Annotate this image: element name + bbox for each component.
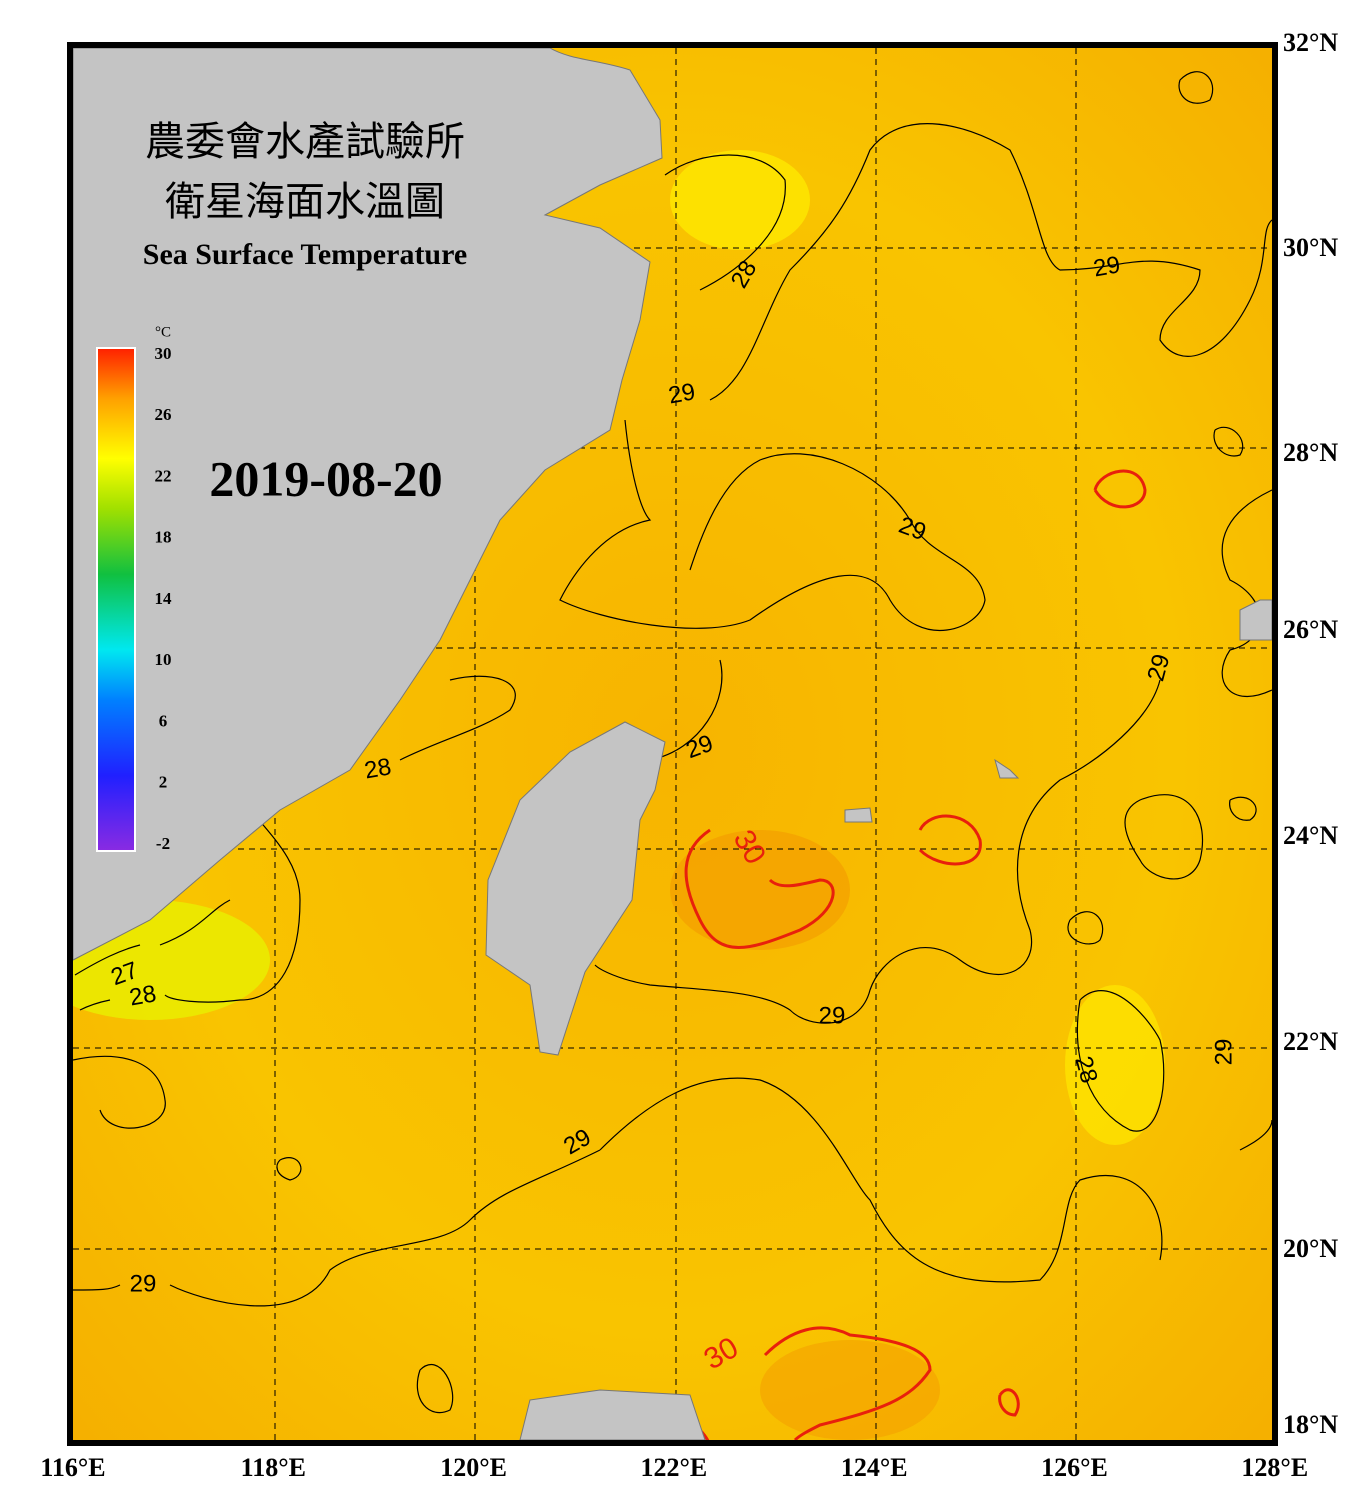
lat-label: 28°N — [1283, 438, 1338, 467]
warm-patch — [1065, 985, 1165, 1145]
taiwan — [485, 721, 666, 1056]
map-frame — [67, 42, 1278, 1446]
lon-labels: 116°E 118°E 120°E 122°E 124°E 126°E 128°E — [40, 1453, 1308, 1482]
contours — [73, 71, 1272, 1440]
island — [844, 807, 873, 823]
lat-label: 30°N — [1283, 233, 1338, 262]
lat-label: 18°N — [1283, 1410, 1338, 1439]
island — [994, 758, 1020, 779]
lon-label: 122°E — [641, 1453, 708, 1482]
colorbar-tick-label: 18 — [155, 528, 172, 547]
map-area — [73, 48, 1272, 1440]
lat-label: 32°N — [1283, 28, 1338, 57]
lon-label: 116°E — [40, 1453, 105, 1482]
colorbar-tick-label: 10 — [155, 650, 172, 669]
contour-label: 28 — [127, 980, 158, 1011]
lat-labels: 32°N 30°N 28°N 26°N 24°N 22°N 20°N 18°N — [1283, 28, 1338, 1439]
lon-label: 126°E — [1041, 1453, 1108, 1482]
contour-label: 29 — [1091, 251, 1122, 282]
colorbar-tick-label: 26 — [155, 405, 172, 424]
contour-label: 29 — [1210, 1039, 1237, 1066]
lat-label: 26°N — [1283, 615, 1338, 644]
contour-label: 28 — [362, 753, 393, 784]
island — [1239, 599, 1272, 641]
lat-label: 24°N — [1283, 821, 1338, 850]
hot-patch — [760, 1340, 940, 1440]
colorbar-ticks: 30 26 22 18 14 10 6 2 -2 — [155, 344, 173, 853]
lat-label: 20°N — [1283, 1234, 1338, 1263]
title-chinese: 農委會水產試驗所 — [145, 119, 465, 165]
contour-label: 29 — [130, 1270, 157, 1297]
title-english: Sea Surface Temperature — [143, 238, 467, 271]
colorbar-tick-label: 14 — [155, 589, 173, 608]
china-coast — [73, 48, 663, 961]
colorbar — [96, 347, 136, 852]
title-chinese: 衛星海面水溫圖 — [165, 179, 445, 225]
colorbar-unit: °C — [155, 324, 171, 340]
date: 2019-08-20 — [209, 450, 442, 506]
luzon — [519, 1389, 706, 1440]
lat-label: 22°N — [1283, 1027, 1338, 1056]
lon-label: 118°E — [241, 1453, 306, 1482]
colorbar-tick-label: 6 — [159, 711, 168, 730]
colorbar-tick-label: 30 — [155, 344, 172, 363]
colorbar-tick-label: 22 — [155, 466, 172, 485]
contour-label: 29 — [666, 378, 697, 409]
contour-label: 29 — [819, 1002, 846, 1029]
colorbar-tick-label: 2 — [159, 773, 168, 792]
lon-label: 124°E — [841, 1453, 908, 1482]
hot-patch — [670, 830, 850, 950]
colorbar-tick-label: -2 — [156, 834, 170, 853]
lon-label: 128°E — [1241, 1453, 1308, 1482]
warm-patch — [670, 150, 810, 250]
lon-label: 120°E — [440, 1453, 507, 1482]
